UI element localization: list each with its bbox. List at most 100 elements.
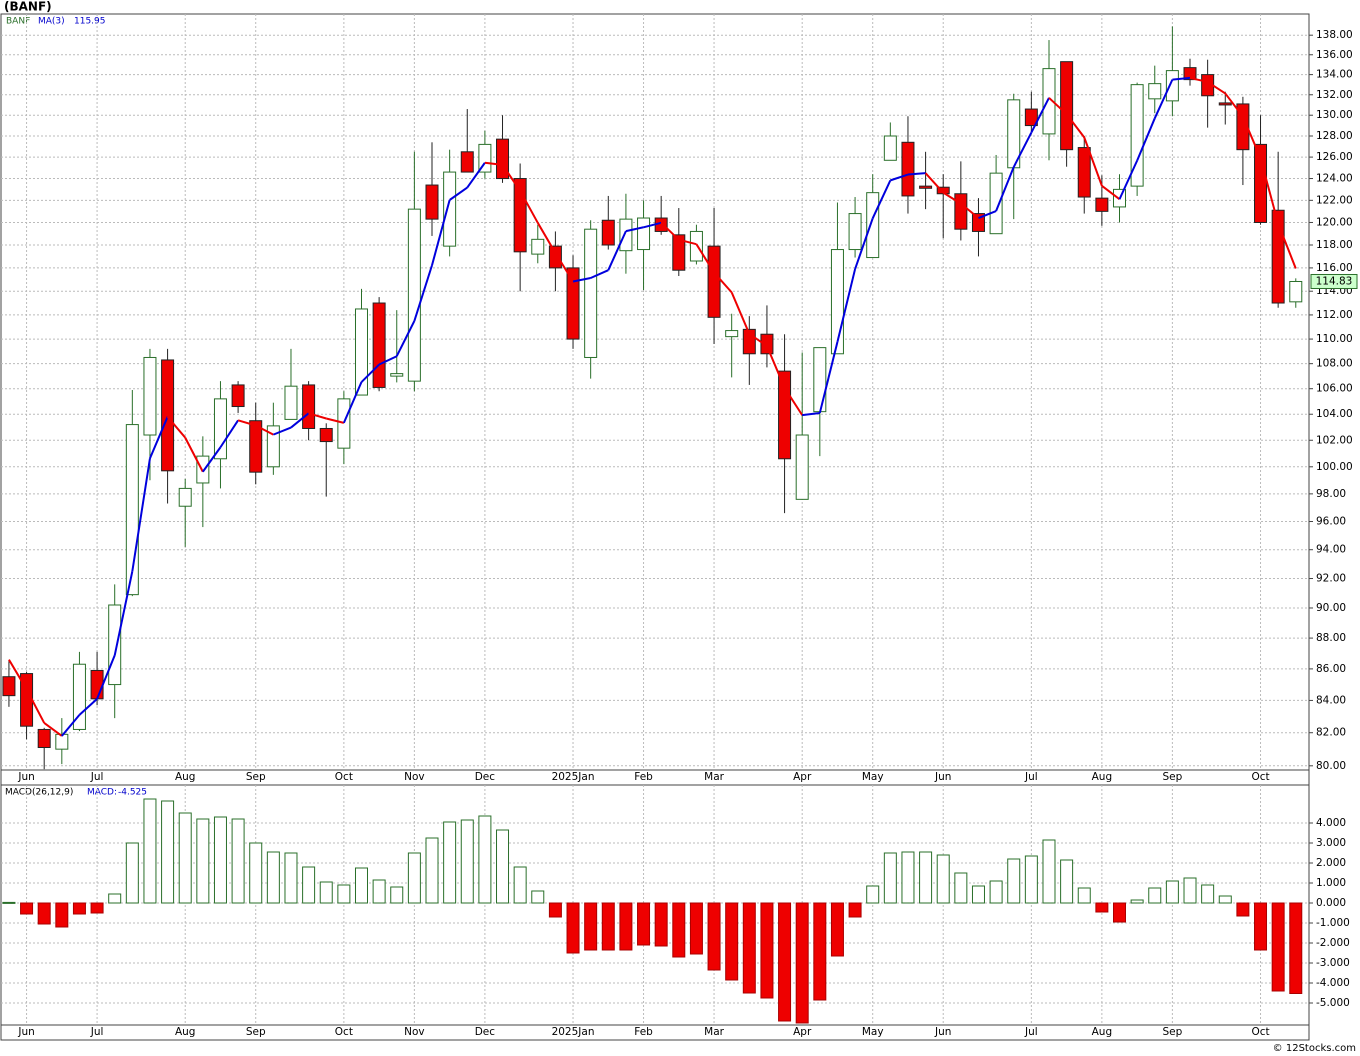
ma-segment (342, 381, 363, 424)
y-tick-label: 104.00 (1316, 408, 1353, 420)
ma-segment (78, 698, 98, 716)
y-tick-label: 112.00 (1316, 309, 1353, 321)
macd-bar (954, 872, 968, 904)
y-tick-label: 118.00 (1316, 239, 1353, 251)
x-tick-label: Jun (934, 771, 951, 783)
x-tick-label: Oct (335, 1026, 353, 1038)
ma-segment (1118, 160, 1139, 200)
ma-segment (255, 424, 274, 436)
macd-bar (390, 886, 404, 904)
macd-bar (531, 890, 545, 904)
ma-segment (1241, 116, 1262, 159)
macd-bar (1024, 855, 1038, 904)
candle-body (390, 373, 404, 377)
ma-segment (237, 419, 257, 427)
macd-bar (125, 842, 139, 904)
ma-segment (378, 355, 398, 366)
macd-bar (813, 902, 827, 1001)
candle-body (108, 604, 122, 686)
y-tick-label: 94.00 (1316, 544, 1346, 556)
candle-body (425, 184, 439, 220)
footer: © 12Stocks.com (1273, 1043, 1356, 1054)
macd-bar (1060, 859, 1074, 904)
ma-segment (783, 387, 804, 416)
ma-segment (960, 202, 980, 219)
ma-segment (766, 345, 786, 389)
y-tick-label: -4.000 (1316, 977, 1350, 989)
candle-body (1095, 197, 1109, 212)
candle-body (637, 217, 651, 251)
y-tick-label: 84.00 (1316, 694, 1346, 706)
macd-bar (372, 879, 386, 904)
y-tick-label: -1.000 (1316, 917, 1350, 929)
ma-segment (890, 173, 909, 182)
ma-segment (1277, 223, 1297, 269)
candle-body (266, 425, 280, 468)
y-tick-label: 108.00 (1316, 358, 1353, 370)
macd-bar (989, 880, 1003, 904)
x-tick-label: Aug (175, 1026, 196, 1038)
x-tick-label: Jul (90, 1026, 104, 1038)
macd-bar (231, 818, 245, 904)
ma-segment (25, 688, 46, 724)
y-tick-label: 122.00 (1316, 194, 1353, 206)
candle-body (337, 398, 351, 449)
y-tick-label: 0.000 (1316, 897, 1346, 909)
macd-bar (830, 902, 844, 957)
macd-bar (725, 902, 739, 981)
candle-body (372, 302, 386, 388)
candle-body (548, 245, 562, 269)
candle-body (37, 728, 51, 749)
candle-body (478, 143, 492, 173)
macd-bar (319, 881, 333, 904)
y-tick-label: 1.000 (1316, 877, 1346, 889)
candle-body (531, 238, 545, 255)
macd-bar (1236, 902, 1250, 917)
ma-segment (802, 411, 820, 417)
candle-body (1060, 61, 1074, 151)
candle-body (1148, 83, 1162, 100)
ma-segment (413, 264, 433, 322)
macd-bar (478, 815, 492, 904)
ma-segment (308, 412, 327, 420)
macd-bar (795, 902, 809, 1024)
legend-symbol: BANF (6, 17, 30, 27)
candle-body (813, 347, 827, 413)
macd-bar (584, 902, 598, 951)
y-tick-label: 82.00 (1316, 727, 1346, 739)
x-tick-label: Oct (1251, 1026, 1269, 1038)
ma-segment (1172, 76, 1191, 81)
ma-segment (695, 243, 715, 274)
candle-body (1042, 68, 1056, 135)
macd-bar (1289, 902, 1303, 994)
y-tick-label: 110.00 (1316, 333, 1353, 345)
candle-body (1130, 84, 1144, 187)
macd-bar (689, 902, 703, 955)
candle-body (760, 333, 774, 355)
x-tick-label: Sep (1162, 1026, 1182, 1038)
ma-segment (854, 218, 874, 270)
legend-ma: MA(3) (38, 17, 65, 27)
ma-segment (590, 269, 609, 279)
candle-body (619, 218, 633, 252)
candle-body (178, 487, 192, 507)
ma-segment (219, 419, 239, 448)
candle-body (901, 141, 915, 197)
y-tick-label: 96.00 (1316, 515, 1346, 527)
y-tick-label: -5.000 (1316, 997, 1350, 1009)
ma-segment (907, 172, 926, 176)
candle-body (284, 385, 298, 420)
y-tick-label: 134.00 (1316, 69, 1353, 81)
candle-body (196, 455, 210, 484)
macd-bar (601, 902, 615, 951)
ma-segment (484, 161, 503, 166)
ma-segment (449, 186, 468, 201)
candle-body (778, 370, 792, 460)
x-tick-label: Sep (1162, 771, 1182, 783)
macd-legend-value: -4.525 (118, 788, 147, 798)
ma-segment (466, 162, 486, 189)
y-tick-label: 92.00 (1316, 573, 1346, 585)
macd-bar (1183, 877, 1197, 904)
y-tick-label: 130.00 (1316, 109, 1353, 121)
candle-body (566, 267, 580, 340)
